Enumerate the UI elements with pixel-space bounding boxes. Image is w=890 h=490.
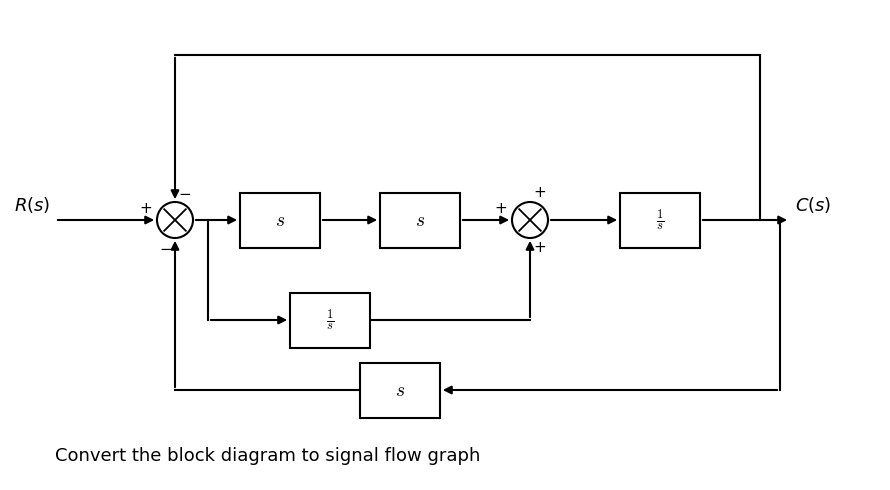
FancyBboxPatch shape bbox=[360, 363, 440, 417]
Text: +: + bbox=[139, 201, 152, 216]
Text: +: + bbox=[533, 185, 546, 200]
Text: +: + bbox=[494, 201, 507, 216]
Text: $s$: $s$ bbox=[275, 211, 285, 229]
Text: $-$: $-$ bbox=[178, 185, 191, 200]
Text: $s$: $s$ bbox=[395, 381, 405, 399]
Text: $\frac{1}{s}$: $\frac{1}{s}$ bbox=[326, 308, 334, 332]
Text: Convert the block diagram to signal flow graph: Convert the block diagram to signal flow… bbox=[55, 447, 481, 465]
Text: $C(s)$: $C(s)$ bbox=[795, 195, 831, 215]
Text: $s$: $s$ bbox=[415, 211, 425, 229]
FancyBboxPatch shape bbox=[380, 193, 460, 247]
FancyBboxPatch shape bbox=[620, 193, 700, 247]
FancyBboxPatch shape bbox=[290, 293, 370, 347]
Text: $-$: $-$ bbox=[159, 240, 172, 255]
Circle shape bbox=[512, 202, 548, 238]
Text: $R(s)$: $R(s)$ bbox=[13, 195, 50, 215]
Text: $\frac{1}{s}$: $\frac{1}{s}$ bbox=[656, 208, 664, 232]
Text: +: + bbox=[533, 240, 546, 255]
Circle shape bbox=[157, 202, 193, 238]
FancyBboxPatch shape bbox=[240, 193, 320, 247]
